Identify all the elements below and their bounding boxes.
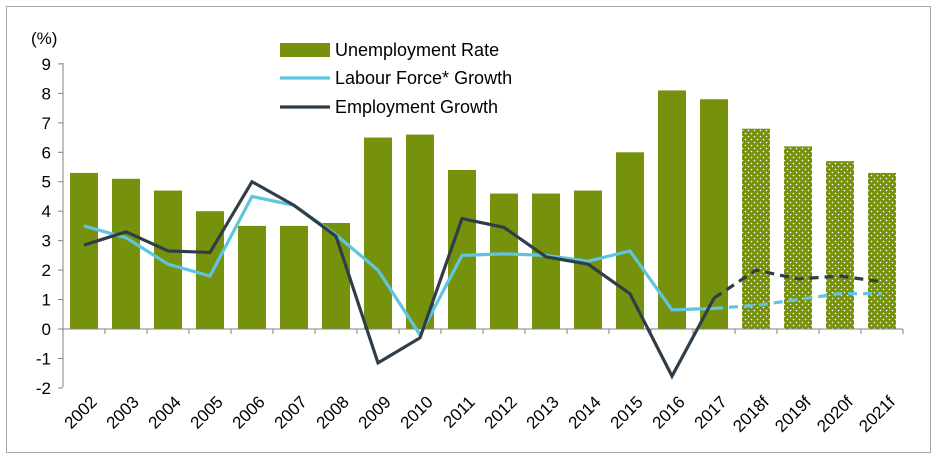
x-tick-label: 2013 [523,392,563,432]
y-tick-label: 1 [42,291,51,310]
x-tick-label: 2014 [565,392,605,432]
x-tick-label: 2005 [187,392,227,432]
series-line-2 [83,179,716,380]
y-tick-label: -2 [36,379,51,398]
x-tick-label: 2012 [481,392,521,432]
series-forecast-line-1 [713,292,882,310]
y-tick-label: 7 [42,114,51,133]
x-tick-label: 2008 [313,392,353,432]
legend-label-0: Unemployment Rate [335,40,499,60]
x-tick-label: 2002 [61,392,101,432]
x-tick-label: 2007 [271,392,311,432]
y-tick-label: 9 [42,55,51,74]
x-tick-label: 2009 [355,392,395,432]
y-tick-label: 3 [42,232,51,251]
forecast-bar [826,161,854,329]
unemployment-bar [70,172,98,329]
legend-label-2: Employment Growth [335,97,498,117]
x-tick-label: 2021f [855,392,899,436]
x-tick-label: 2017 [691,392,731,432]
x-tick-label: 2019f [771,392,815,436]
x-tick-label: 2010 [397,392,437,432]
unemployment-bar [364,137,392,329]
forecast-bar [742,128,770,329]
x-tick-label: 2004 [145,392,185,432]
y-tick-label: 4 [42,202,51,221]
unemployment-bar [406,134,434,329]
y-tick-label: -1 [36,349,51,368]
legend-swatch-0 [280,43,330,57]
y-tick-label: 6 [42,143,51,162]
y-tick-label: 8 [42,84,51,103]
x-tick-label: 2003 [103,392,143,432]
x-tick-label: 2006 [229,392,269,432]
unemployment-bar [238,225,266,329]
unemployment-bar [490,193,518,329]
forecast-bar [868,172,896,329]
forecast-bar [784,146,812,329]
unemployment-bar [700,99,728,329]
legend-label-1: Labour Force* Growth [335,68,512,88]
unemployment-bar [616,152,644,329]
unemployment-bar [532,193,560,329]
unemployment-bar [196,211,224,329]
x-tick-label: 2011 [440,392,479,431]
x-tick-label: 2020f [813,392,857,436]
y-tick-label: 5 [42,173,51,192]
series-forecast-line-2 [713,268,883,300]
series-line-1 [83,194,715,339]
x-tick-label: 2015 [607,392,647,432]
y-axis-label: (%) [31,29,57,48]
unemployment-bar [658,90,686,329]
x-tick-label: 2018f [729,392,773,436]
chart-frame [6,6,931,453]
unemployment-bar [280,225,308,329]
x-tick-label: 2016 [649,392,689,432]
unemployment-bar [112,178,140,329]
y-tick-label: 0 [42,320,51,339]
y-tick-label: 2 [42,261,51,280]
